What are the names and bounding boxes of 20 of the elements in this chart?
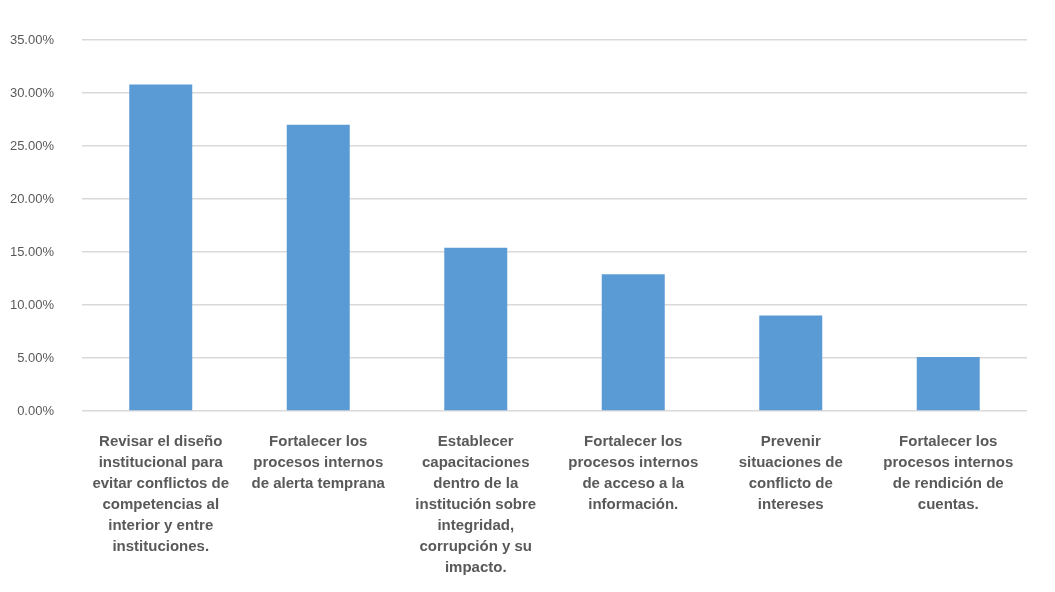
x-tick-label: Fortalecer los procesos internos de alerta temprana — [251, 431, 386, 491]
x-tick-label: Prevenir situaciones de conflicto de intereses — [738, 431, 843, 512]
y-tick-label: 20.00% — [9, 190, 55, 206]
bar — [444, 247, 508, 411]
y-tick-label: 15.00% — [9, 243, 55, 259]
bar — [916, 356, 980, 411]
y-tick-label: 30.00% — [9, 84, 55, 100]
y-tick-label: 35.00% — [9, 31, 55, 47]
x-tick-label: Establecer capacitaciones dentro de la institución sobre integridad, corrupción y su impacto. — [415, 431, 537, 575]
x-tick-label: Fortalecer los procesos internos de acceso a la información. — [568, 431, 699, 512]
x-tick-label: Revisar el diseño institucional para evitar conflictos de competencias al interior y entre instituciones. — [92, 431, 230, 554]
y-tick-label: 0.00% — [17, 402, 55, 418]
y-tick-label: 10.00% — [9, 296, 55, 312]
bar — [286, 124, 350, 411]
y-tick-label: 5.00% — [17, 349, 55, 365]
bar — [129, 84, 193, 411]
x-tick-label: Fortalecer los procesos internos de rendición de cuentas. — [883, 431, 1014, 512]
bar — [601, 274, 665, 411]
bar — [759, 315, 823, 411]
y-tick-label: 25.00% — [9, 137, 55, 153]
